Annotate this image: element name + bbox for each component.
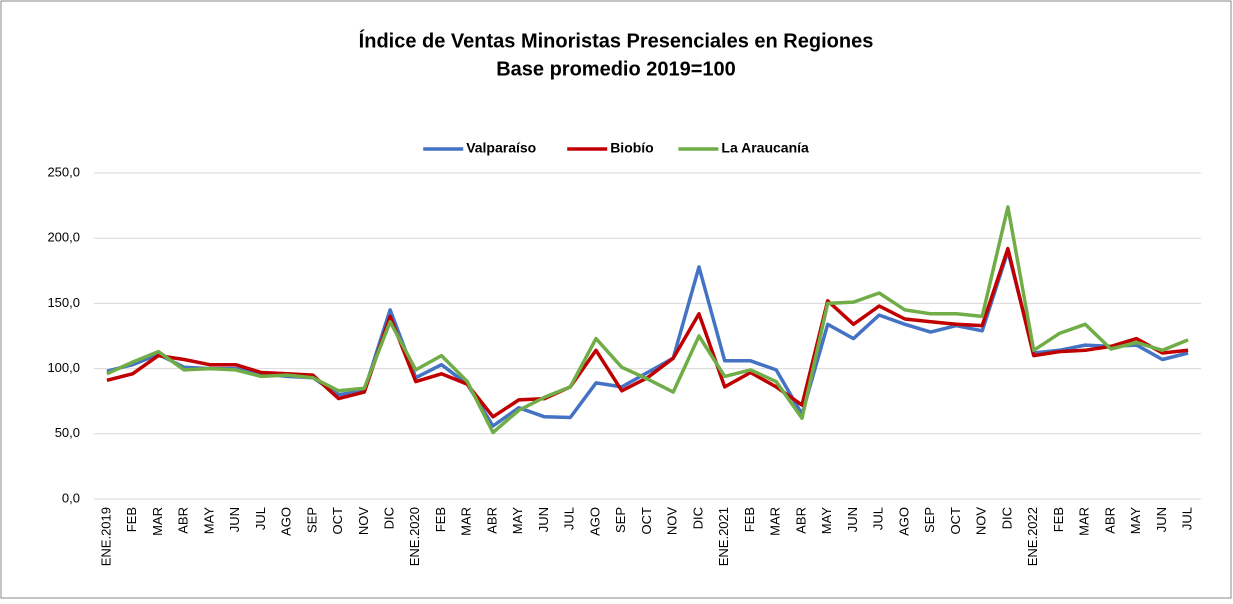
legend-label: La Araucanía	[721, 140, 809, 156]
x-tick-label: ENE.2020	[407, 507, 422, 566]
x-tick-label: ENE.2019	[98, 507, 113, 566]
x-tick-label: JUN	[845, 507, 860, 532]
x-tick-label: NOV	[665, 507, 680, 536]
x-tick-label: JUL	[562, 507, 577, 530]
x-tick-label: MAY	[819, 507, 834, 535]
x-tick-label: FEB	[124, 507, 139, 532]
series-line	[106, 205, 1189, 435]
x-tick-label: DIC	[999, 507, 1014, 529]
x-tick-label: FEB	[742, 507, 757, 532]
x-tick-label: MAY	[201, 507, 216, 535]
x-tick-label: JUN	[1154, 507, 1169, 532]
x-tick-label: MAY	[1128, 507, 1143, 535]
x-tick-label: ENE.2021	[716, 507, 731, 566]
x-tick-label: OCT	[330, 507, 345, 535]
y-tick-label: 250,0	[47, 164, 80, 179]
x-tick-label: ABR	[176, 507, 191, 534]
x-tick-label: ABR	[1102, 507, 1117, 534]
x-tick-label: ENE.2022	[1025, 507, 1040, 566]
x-tick-label: MAR	[150, 507, 165, 536]
x-tick-label: DIC	[690, 507, 705, 529]
y-tick-label: 100,0	[47, 360, 80, 375]
y-tick-label: 150,0	[47, 295, 80, 310]
x-tick-label: JUL	[1180, 507, 1195, 530]
x-tick-label: OCT	[948, 507, 963, 535]
x-tick-label: AGO	[279, 507, 294, 536]
x-tick-label: SEP	[922, 507, 937, 533]
x-tick-label: SEP	[613, 507, 628, 533]
x-tick-label: SEP	[304, 507, 319, 533]
x-tick-label: DIC	[381, 507, 396, 529]
legend-label: Biobío	[610, 140, 654, 156]
chart-subtitle: Base promedio 2019=100	[496, 58, 736, 80]
x-tick-label: NOV	[356, 507, 371, 536]
x-tick-label: MAY	[510, 507, 525, 535]
x-tick-label: JUL	[253, 507, 268, 530]
x-tick-label: FEB	[1051, 507, 1066, 532]
x-tick-label: JUN	[536, 507, 551, 532]
legend-label: Valparaíso	[466, 140, 536, 156]
x-tick-label: AGO	[587, 507, 602, 536]
x-tick-label: MAR	[1077, 507, 1092, 536]
x-tick-label: MAR	[459, 507, 474, 536]
y-tick-label: 50,0	[55, 425, 80, 440]
chart-title: Índice de Ventas Minoristas Presenciales…	[359, 29, 874, 52]
x-tick-label: ABR	[484, 507, 499, 534]
y-tick-label: 200,0	[47, 230, 80, 245]
x-tick-label: OCT	[639, 507, 654, 535]
x-tick-label: FEB	[433, 507, 448, 532]
x-tick-label: MAR	[768, 507, 783, 536]
x-tick-label: JUL	[871, 507, 886, 530]
y-tick-label: 0,0	[62, 490, 80, 505]
x-tick-label: NOV	[974, 507, 989, 536]
x-tick-label: AGO	[896, 507, 911, 536]
x-tick-label: JUN	[227, 507, 242, 532]
x-tick-label: ABR	[793, 507, 808, 534]
